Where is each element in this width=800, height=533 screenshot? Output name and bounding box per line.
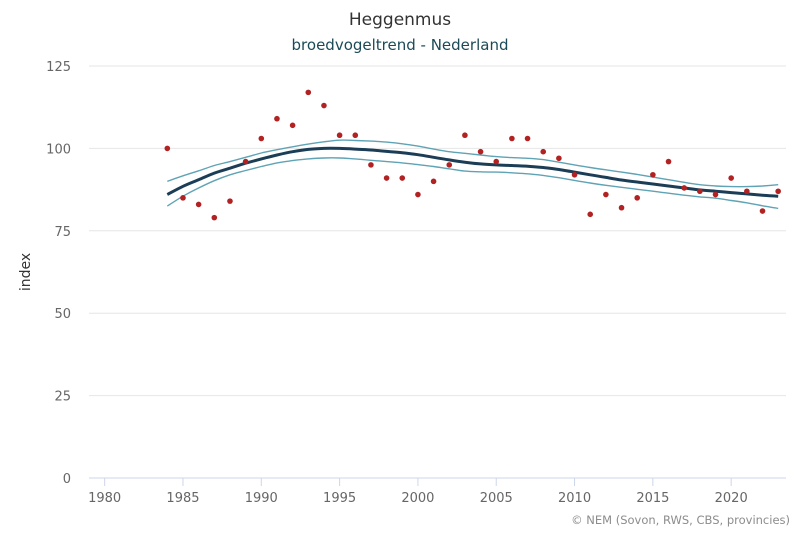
chart-title: Heggenmus [348, 10, 452, 30]
data-point [430, 178, 437, 185]
y-tick-label: 125 [46, 60, 71, 75]
data-point [164, 145, 171, 152]
upper-confidence-line [167, 139, 779, 188]
data-point [618, 204, 625, 211]
x-tick-label: 1995 [323, 491, 356, 506]
data-point [509, 135, 515, 142]
y-tick-label: 75 [54, 225, 71, 240]
data-point [415, 191, 421, 198]
data-point [305, 89, 312, 96]
data-point [211, 214, 218, 221]
data-point [634, 195, 641, 201]
data-point [681, 185, 687, 191]
y-tick-label: 25 [54, 390, 71, 405]
data-point [712, 191, 719, 198]
y-axis-title: index [18, 253, 34, 291]
x-tick-label: 1980 [88, 491, 121, 506]
data-point [665, 158, 672, 165]
data-point [477, 148, 484, 155]
data-point [289, 122, 296, 129]
data-point [274, 115, 280, 122]
data-point [540, 148, 547, 155]
y-tick-label: 0 [63, 472, 71, 487]
data-point [227, 198, 233, 204]
data-point [242, 158, 249, 165]
x-tick-label: 2020 [715, 491, 748, 506]
x-tick-label: 1985 [166, 491, 199, 506]
data-point [493, 158, 500, 165]
data-point [587, 211, 594, 218]
trend-line [166, 146, 779, 198]
data-point [759, 208, 766, 214]
data-point [321, 102, 327, 109]
data-point [524, 135, 531, 142]
data-point [571, 171, 578, 178]
lower-confidence-line [166, 157, 779, 210]
data-point [650, 171, 656, 178]
data-point [728, 175, 734, 181]
credits-link[interactable]: © NEM (Sovon, RWS, CBS, provincies) [571, 513, 790, 527]
y-tick-label: 100 [46, 142, 71, 157]
data-point [399, 175, 406, 181]
data-point [603, 191, 609, 198]
data-point [352, 132, 359, 139]
data-point [446, 162, 453, 168]
data-point [258, 135, 265, 142]
data-point [195, 201, 202, 208]
data-point [180, 195, 186, 201]
data-point [462, 132, 468, 139]
data-point [368, 162, 374, 168]
x-tick-label: 2000 [401, 491, 434, 506]
y-tick-label: 50 [54, 307, 71, 322]
x-tick-label: 2005 [480, 491, 513, 506]
data-point [383, 175, 390, 181]
x-tick-label: 1990 [245, 491, 278, 506]
data-point [744, 188, 750, 195]
data-point [697, 188, 703, 195]
data-point [556, 155, 562, 162]
chart-subtitle: broedvogeltrend - Nederland [291, 36, 509, 54]
data-point [775, 188, 781, 195]
x-tick-label: 2010 [558, 491, 591, 506]
data-point [336, 132, 343, 139]
x-tick-label: 2015 [636, 491, 669, 506]
